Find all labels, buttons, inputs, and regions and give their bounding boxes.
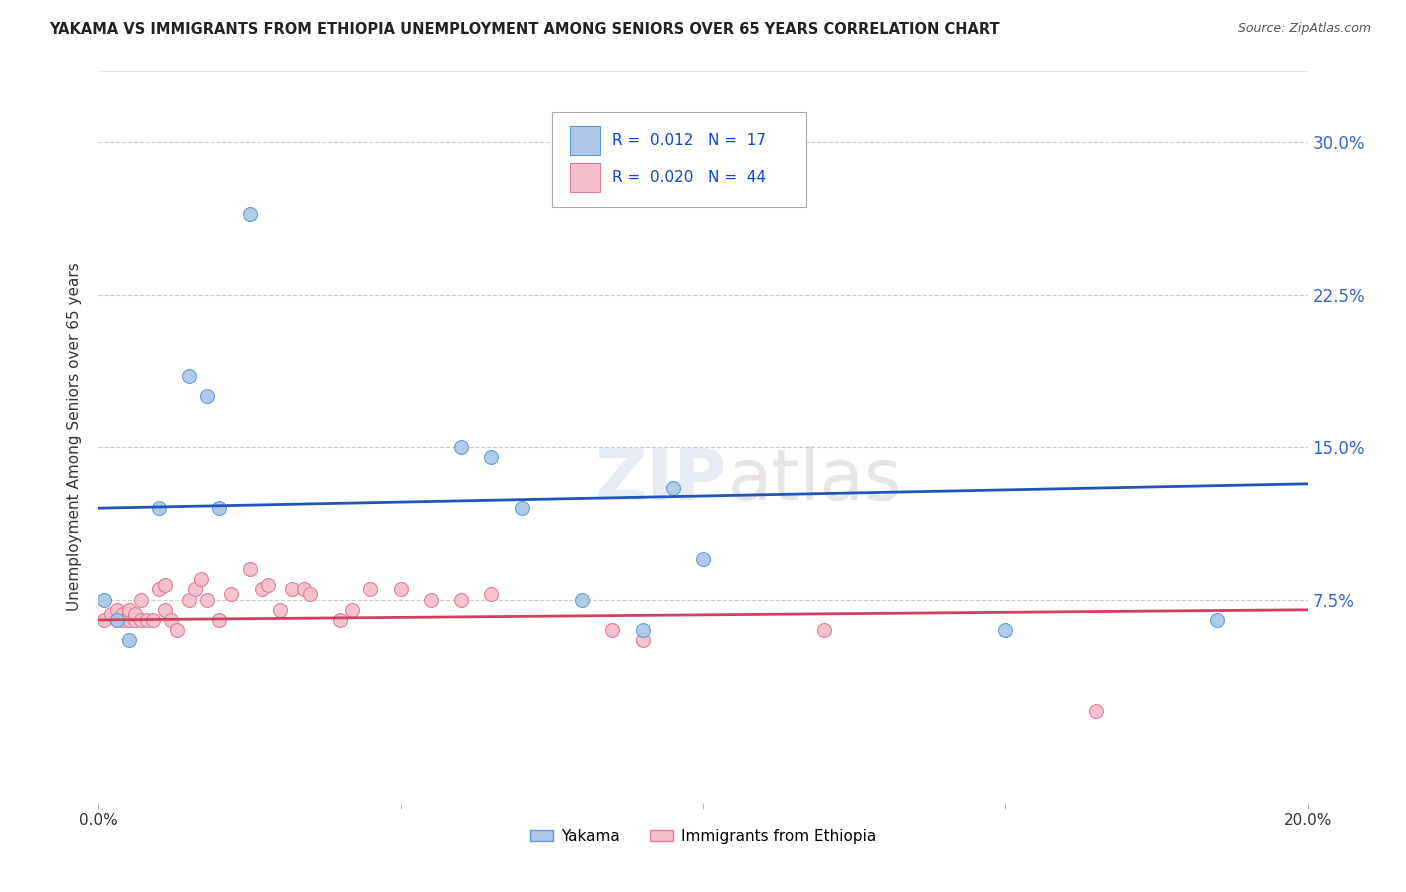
Point — [148, 501, 170, 516]
Point — [329, 613, 352, 627]
Point — [135, 613, 157, 627]
Point — [118, 603, 141, 617]
Point — [450, 592, 472, 607]
Point — [118, 613, 141, 627]
Point — [124, 613, 146, 627]
Text: atlas: atlas — [727, 447, 901, 516]
Text: YAKAMA VS IMMIGRANTS FROM ETHIOPIA UNEMPLOYMENT AMONG SENIORS OVER 65 YEARS CORR: YAKAMA VS IMMIGRANTS FROM ETHIOPIA UNEMP… — [49, 22, 1000, 37]
Text: ZIP: ZIP — [595, 447, 727, 516]
FancyBboxPatch shape — [551, 112, 806, 207]
Point — [179, 369, 201, 384]
Point — [1085, 705, 1108, 719]
Point — [179, 592, 201, 607]
Point — [661, 481, 683, 495]
Point — [631, 623, 654, 637]
Text: R =  0.020   N =  44: R = 0.020 N = 44 — [613, 169, 766, 185]
Point — [1206, 613, 1229, 627]
Point — [105, 613, 128, 627]
Point — [208, 613, 231, 627]
Point — [602, 623, 624, 637]
Y-axis label: Unemployment Among Seniors over 65 years: Unemployment Among Seniors over 65 years — [67, 263, 83, 611]
Point — [256, 578, 278, 592]
Bar — [569, 163, 600, 192]
Point — [269, 603, 291, 617]
Point — [299, 586, 322, 600]
Point — [813, 623, 835, 637]
Point — [100, 607, 122, 621]
Point — [481, 450, 503, 465]
Point — [124, 607, 146, 621]
Point — [994, 623, 1017, 637]
Point — [105, 603, 128, 617]
Point — [148, 582, 170, 597]
Point — [105, 613, 128, 627]
Point — [166, 623, 188, 637]
Point — [631, 633, 654, 648]
Point — [93, 613, 115, 627]
Point — [93, 592, 115, 607]
Point — [129, 592, 152, 607]
Point — [111, 607, 134, 621]
Point — [208, 501, 231, 516]
Point — [221, 586, 243, 600]
Point — [360, 582, 382, 597]
Legend: Yakama, Immigrants from Ethiopia: Yakama, Immigrants from Ethiopia — [524, 822, 882, 850]
Point — [342, 603, 364, 617]
Point — [195, 592, 218, 607]
Point — [571, 592, 593, 607]
Point — [142, 613, 165, 627]
Point — [250, 582, 273, 597]
Point — [510, 501, 533, 516]
Point — [281, 582, 304, 597]
Point — [153, 603, 176, 617]
Point — [190, 572, 212, 586]
Point — [420, 592, 443, 607]
Point — [450, 440, 472, 454]
Point — [292, 582, 315, 597]
Point — [118, 607, 141, 621]
Point — [389, 582, 412, 597]
Point — [184, 582, 207, 597]
Point — [195, 389, 218, 403]
Point — [118, 633, 141, 648]
Text: Source: ZipAtlas.com: Source: ZipAtlas.com — [1237, 22, 1371, 36]
Point — [481, 586, 503, 600]
Point — [160, 613, 183, 627]
Point — [239, 562, 262, 576]
Point — [692, 552, 714, 566]
Bar — [569, 126, 600, 155]
Text: R =  0.012   N =  17: R = 0.012 N = 17 — [613, 133, 766, 148]
Point — [111, 613, 134, 627]
Point — [239, 206, 262, 220]
Point — [153, 578, 176, 592]
Point — [129, 613, 152, 627]
